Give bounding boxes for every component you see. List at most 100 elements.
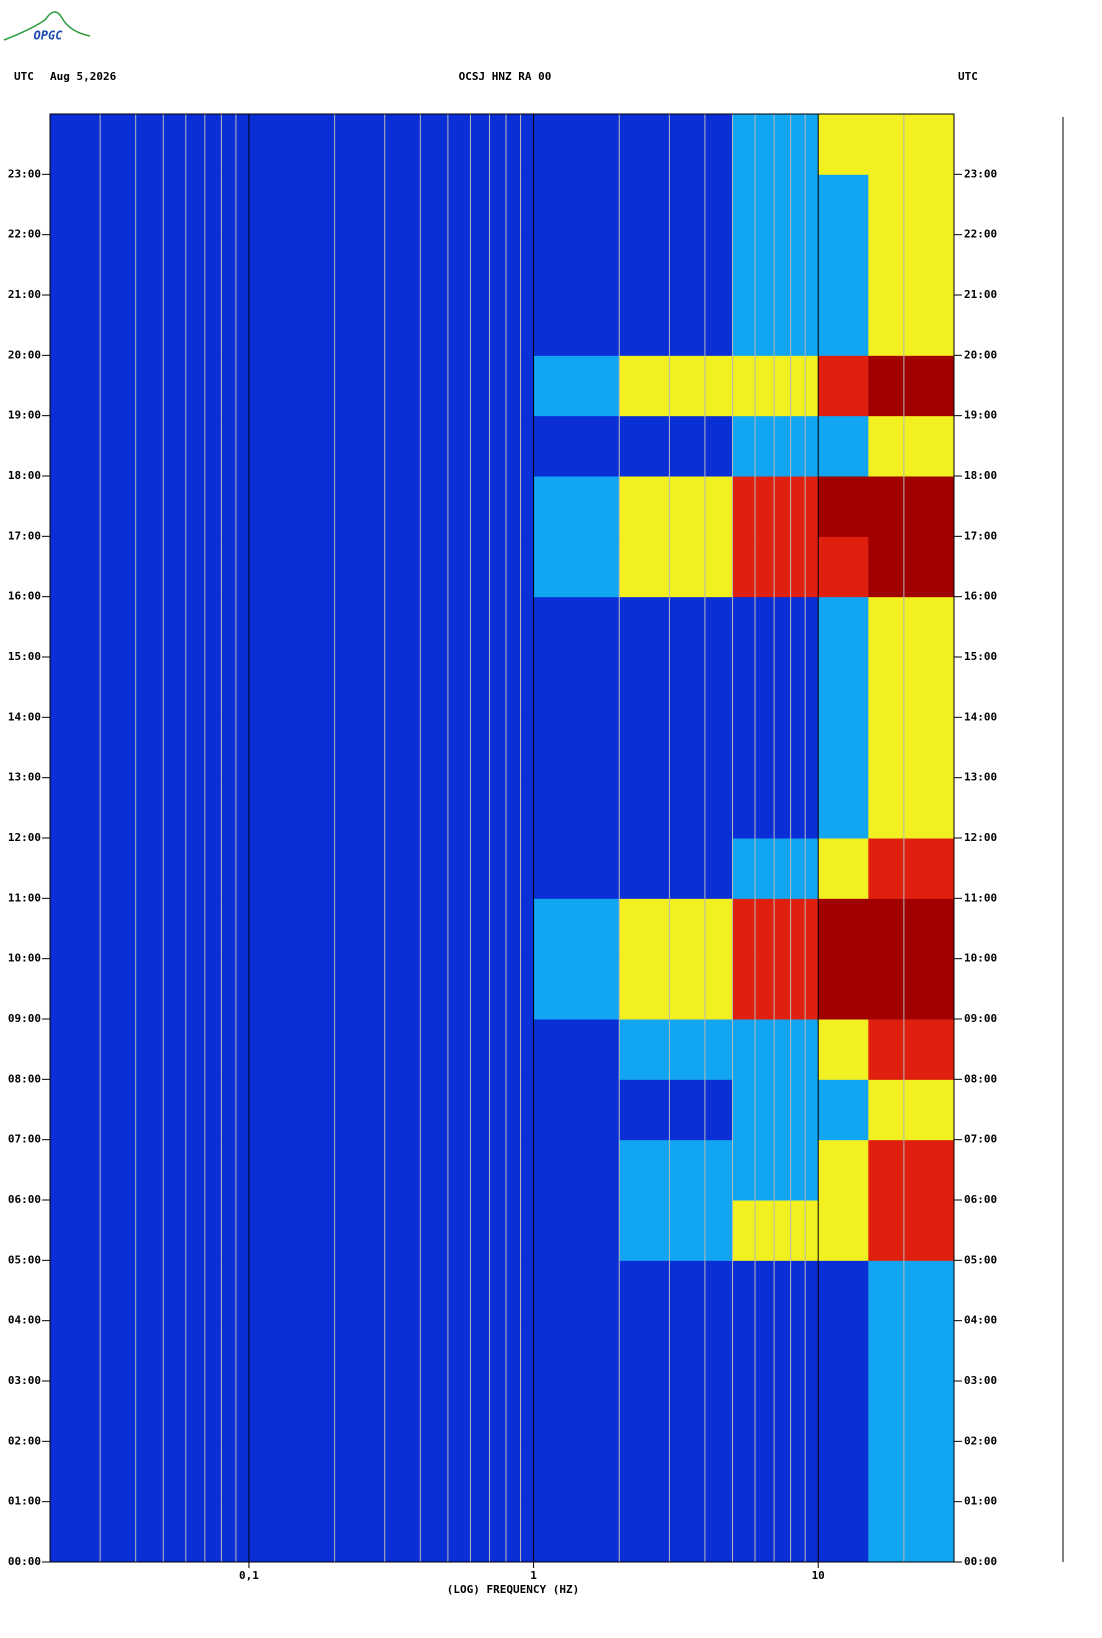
heatmap-cell [619,838,734,899]
heatmap-cell [50,1501,250,1563]
heatmap-cell [248,898,449,960]
heatmap-cell [447,958,535,1020]
heatmap-cell [818,898,869,960]
heatmap-cell [619,114,734,175]
heatmap-cell [868,777,955,839]
heatmap-cell [868,1441,955,1503]
heatmap-cell [619,476,734,537]
y-tick-label: 23:00 [8,167,41,180]
heatmap-cell [533,1260,620,1322]
heatmap-cell [619,1381,734,1442]
heatmap-cell [447,415,535,477]
heatmap-cell [533,1019,620,1080]
heatmap-cell [818,838,869,899]
heatmap-cell [533,476,620,537]
y-tick-label: 07:00 [964,1133,997,1146]
y-tick-label: 00:00 [964,1555,997,1568]
heatmap-cell [533,1381,620,1442]
heatmap-cell [533,958,620,1020]
y-tick-label: 04:00 [964,1314,997,1327]
heatmap-cell [447,1441,535,1503]
heatmap-cell [50,355,250,417]
heatmap-cell [447,114,535,175]
heatmap-cell [732,838,819,899]
heatmap-cell [248,1320,449,1382]
heatmap-cell [818,596,869,658]
heatmap-cell [818,114,869,175]
heatmap-cell [732,1019,819,1080]
heatmap-cell [533,596,620,658]
heatmap-cell [818,657,869,718]
heatmap-cell [619,717,734,779]
heatmap-cell [447,1079,535,1141]
heatmap-cell [868,476,955,537]
heatmap-cell [868,1501,955,1563]
heatmap-cell [50,1260,250,1322]
heatmap-cell [619,1441,734,1503]
heatmap-cell [447,1320,535,1382]
heatmap-cell [868,1079,955,1141]
heatmap-cell [868,898,955,960]
heatmap-cell [50,1019,250,1080]
heatmap-cell [248,295,449,356]
y-tick-label: 00:00 [8,1555,41,1568]
heatmap-cell [619,958,734,1020]
y-tick-label: 22:00 [8,228,41,241]
heatmap-cell [818,1139,869,1201]
heatmap-cell [868,1381,955,1442]
heatmap-cell [732,657,819,718]
heatmap-cell [732,536,819,598]
heatmap-cell [533,295,620,356]
heatmap-cell [818,174,869,236]
heatmap-cell [447,717,535,779]
heatmap-cell [732,355,819,417]
y-tick-label: 14:00 [964,710,997,723]
heatmap-cell [447,1200,535,1261]
heatmap-cell [50,536,250,598]
heatmap-cell [619,1501,734,1563]
heatmap-cell [248,174,449,236]
y-tick-label: 09:00 [8,1012,41,1025]
heatmap-cell [619,234,734,296]
heatmap-cell [447,777,535,839]
heatmap-cell [533,1441,620,1503]
heatmap-cell [248,1441,449,1503]
heatmap-cell [248,234,449,296]
y-tick-label: 15:00 [964,650,997,663]
heatmap-cell [248,415,449,477]
heatmap-cell [868,717,955,779]
heatmap-cell [50,717,250,779]
heatmap-cell [818,476,869,537]
heatmap-cell [818,536,869,598]
y-tick-label: 21:00 [8,288,41,301]
heatmap-cell [533,657,620,718]
heatmap-cell [619,1019,734,1080]
y-tick-label: 18:00 [8,469,41,482]
heatmap-cell [447,838,535,899]
heatmap-cell [732,415,819,477]
y-tick-label: 21:00 [964,288,997,301]
heatmap-cell [447,657,535,718]
y-tick-label: 07:00 [8,1133,41,1146]
heatmap-cell [533,174,620,236]
heatmap-cell [50,415,250,477]
heatmap-cell [533,717,620,779]
heatmap-cell [818,1381,869,1442]
heatmap-cell [248,838,449,899]
heatmap-cell [533,898,620,960]
logo: OPGC [34,29,64,43]
heatmap-cell [732,295,819,356]
heatmap-cell [868,415,955,477]
heatmap-cell [447,234,535,296]
y-tick-label: 05:00 [964,1253,997,1266]
heatmap-cell [868,174,955,236]
heatmap-cell [248,476,449,537]
y-tick-label: 17:00 [8,529,41,542]
heatmap-cell [619,355,734,417]
y-tick-label: 17:00 [964,529,997,542]
logo-curve [3,11,91,41]
heatmap-cell [447,536,535,598]
heatmap-cell [619,596,734,658]
y-tick-label: 13:00 [964,771,997,784]
